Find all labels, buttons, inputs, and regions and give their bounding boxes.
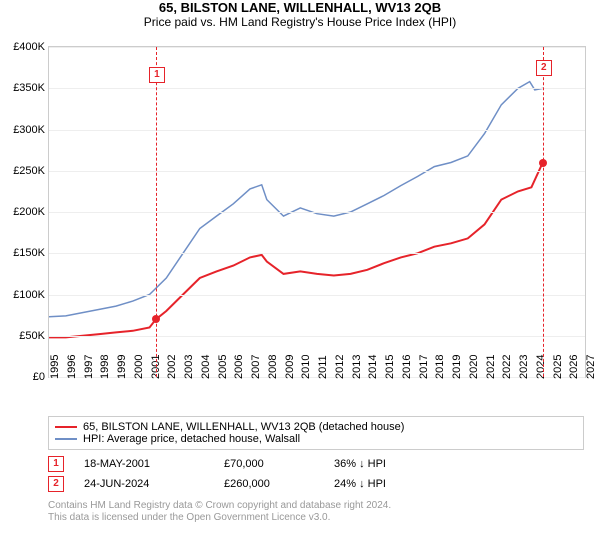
x-tick-label: 2002: [166, 355, 178, 379]
y-tick-label: £0: [33, 371, 49, 383]
x-tick-label: 2020: [468, 355, 480, 379]
x-tick-label: 2000: [133, 355, 145, 379]
x-tick-label: 2013: [351, 355, 363, 379]
x-tick-label: 2023: [518, 355, 530, 379]
marker-date: 24-JUN-2024: [84, 478, 204, 490]
marker-row: 2 24-JUN-2024 £260,000 24% ↓ HPI: [48, 474, 584, 494]
plot-area: £0£50K£100K£150K£200K£250K£300K£350K£400…: [48, 46, 586, 378]
y-tick-label: £300K: [13, 124, 49, 136]
y-tick-label: £100K: [13, 289, 49, 301]
footer-line-2: This data is licensed under the Open Gov…: [48, 512, 584, 524]
x-tick-label: 2007: [250, 355, 262, 379]
x-tick-label: 2015: [384, 355, 396, 379]
x-tick-label: 2021: [485, 355, 497, 379]
x-tick-label: 2024: [535, 355, 547, 379]
x-tick-label: 2011: [317, 355, 329, 379]
x-tick-label: 1998: [99, 355, 111, 379]
x-tick-label: 2014: [367, 355, 379, 379]
x-tick-label: 2016: [401, 355, 413, 379]
marker-row: 1 18-MAY-2001 £70,000 36% ↓ HPI: [48, 454, 584, 474]
legend-row: 65, BILSTON LANE, WILLENHALL, WV13 2QB (…: [55, 421, 577, 433]
y-tick-label: £50K: [19, 330, 49, 342]
y-tick-label: £400K: [13, 41, 49, 53]
x-tick-label: 1997: [83, 355, 95, 379]
x-tick-label: 2012: [334, 355, 346, 379]
marker-box: 2: [536, 60, 552, 76]
x-tick-label: 2006: [233, 355, 245, 379]
marker-table: 1 18-MAY-2001 £70,000 36% ↓ HPI 2 24-JUN-2024…: [48, 454, 584, 494]
marker-id-box: 1: [48, 456, 64, 472]
chart-title: 65, BILSTON LANE, WILLENHALL, WV13 2QB: [0, 0, 600, 15]
x-tick-label: 2008: [267, 355, 279, 379]
marker-date: 18-MAY-2001: [84, 458, 204, 470]
footer-line-1: Contains HM Land Registry data © Crown c…: [48, 500, 584, 512]
x-tick-label: 2009: [284, 355, 296, 379]
legend-row: HPI: Average price, detached house, Wals…: [55, 433, 577, 445]
x-tick-label: 2003: [183, 355, 195, 379]
marker-id-box: 2: [48, 476, 64, 492]
marker-vline: [543, 47, 544, 377]
series-hpi: [49, 82, 543, 317]
x-tick-label: 2019: [451, 355, 463, 379]
x-tick-label: 1999: [116, 355, 128, 379]
x-tick-label: 2005: [217, 355, 229, 379]
footer: Contains HM Land Registry data © Crown c…: [48, 500, 584, 524]
marker-price: £260,000: [224, 478, 314, 490]
y-tick-label: £200K: [13, 206, 49, 218]
x-tick-label: 2025: [552, 355, 564, 379]
marker-dot: [539, 159, 547, 167]
below-chart: 65, BILSTON LANE, WILLENHALL, WV13 2QB (…: [48, 416, 584, 524]
x-tick-label: 2010: [300, 355, 312, 379]
marker-vline: [156, 47, 157, 377]
chart-subtitle: Price paid vs. HM Land Registry's House …: [0, 15, 600, 29]
y-tick-label: £150K: [13, 247, 49, 259]
marker-diff: 36% ↓ HPI: [334, 458, 386, 470]
chart-container: 65, BILSTON LANE, WILLENHALL, WV13 2QB P…: [0, 0, 600, 560]
y-tick-label: £350K: [13, 82, 49, 94]
legend: 65, BILSTON LANE, WILLENHALL, WV13 2QB (…: [48, 416, 584, 450]
legend-label: 65, BILSTON LANE, WILLENHALL, WV13 2QB (…: [83, 421, 404, 433]
x-tick-label: 2017: [418, 355, 430, 379]
legend-label: HPI: Average price, detached house, Wals…: [83, 433, 300, 445]
x-tick-label: 2026: [568, 355, 580, 379]
marker-dot: [152, 315, 160, 323]
series-property: [49, 163, 543, 338]
x-tick-label: 1996: [66, 355, 78, 379]
legend-swatch: [55, 438, 77, 440]
x-tick-label: 1995: [49, 355, 61, 379]
marker-diff: 24% ↓ HPI: [334, 478, 386, 490]
y-tick-label: £250K: [13, 165, 49, 177]
x-tick-label: 2022: [501, 355, 513, 379]
x-tick-label: 2027: [585, 355, 597, 379]
x-tick-label: 2018: [434, 355, 446, 379]
marker-box: 1: [149, 67, 165, 83]
x-tick-label: 2004: [200, 355, 212, 379]
legend-swatch: [55, 426, 77, 428]
marker-price: £70,000: [224, 458, 314, 470]
